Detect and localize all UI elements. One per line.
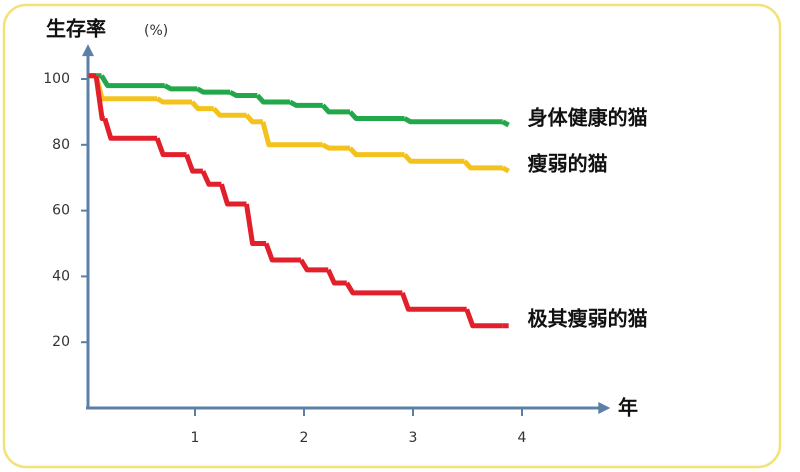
step <box>260 121 323 148</box>
step <box>462 159 503 171</box>
step <box>196 86 231 95</box>
step <box>263 242 301 263</box>
step <box>155 96 192 105</box>
step <box>325 268 347 286</box>
step <box>348 146 405 158</box>
y-axis-label: 生存率 <box>46 17 106 41</box>
step <box>464 308 503 329</box>
step <box>321 142 351 151</box>
step <box>298 258 329 273</box>
series-label: 身体健康的猫 <box>528 106 648 130</box>
step <box>99 74 165 89</box>
y-tick-label: 100 <box>43 71 70 87</box>
x-tick-label: 1 <box>191 430 200 446</box>
y-axis-arrow <box>82 44 94 57</box>
y-axis-unit: (%) <box>144 23 168 39</box>
step <box>244 113 263 125</box>
x-tick-label: 2 <box>300 430 309 446</box>
y-tick-label: 60 <box>52 203 70 219</box>
step <box>403 116 503 125</box>
step <box>255 93 291 105</box>
frame <box>2 3 782 469</box>
step <box>200 170 222 187</box>
step <box>348 110 405 121</box>
step <box>219 183 247 207</box>
series-label: 瘦弱的猫 <box>528 152 608 176</box>
step <box>163 83 198 92</box>
step <box>344 281 403 296</box>
y-tick-label: 20 <box>52 334 70 350</box>
step <box>402 152 465 164</box>
series-label: 极其瘦弱的猫 <box>528 306 648 330</box>
step <box>501 165 510 174</box>
x-tick-label: 4 <box>518 430 527 446</box>
step <box>211 106 247 118</box>
x-tick-label: 3 <box>409 430 418 446</box>
step <box>190 100 214 112</box>
x-axis-arrow <box>598 402 611 414</box>
y-tick-label: 40 <box>52 268 70 284</box>
step <box>93 75 105 121</box>
step <box>288 99 323 108</box>
step <box>154 137 187 158</box>
step <box>320 103 351 115</box>
y-tick-label: 80 <box>52 137 70 153</box>
step <box>102 117 158 141</box>
x-axis-label: 年 <box>618 396 638 420</box>
step <box>244 203 267 246</box>
step <box>228 89 258 98</box>
step <box>400 291 467 312</box>
step <box>501 119 510 128</box>
step <box>184 153 203 174</box>
